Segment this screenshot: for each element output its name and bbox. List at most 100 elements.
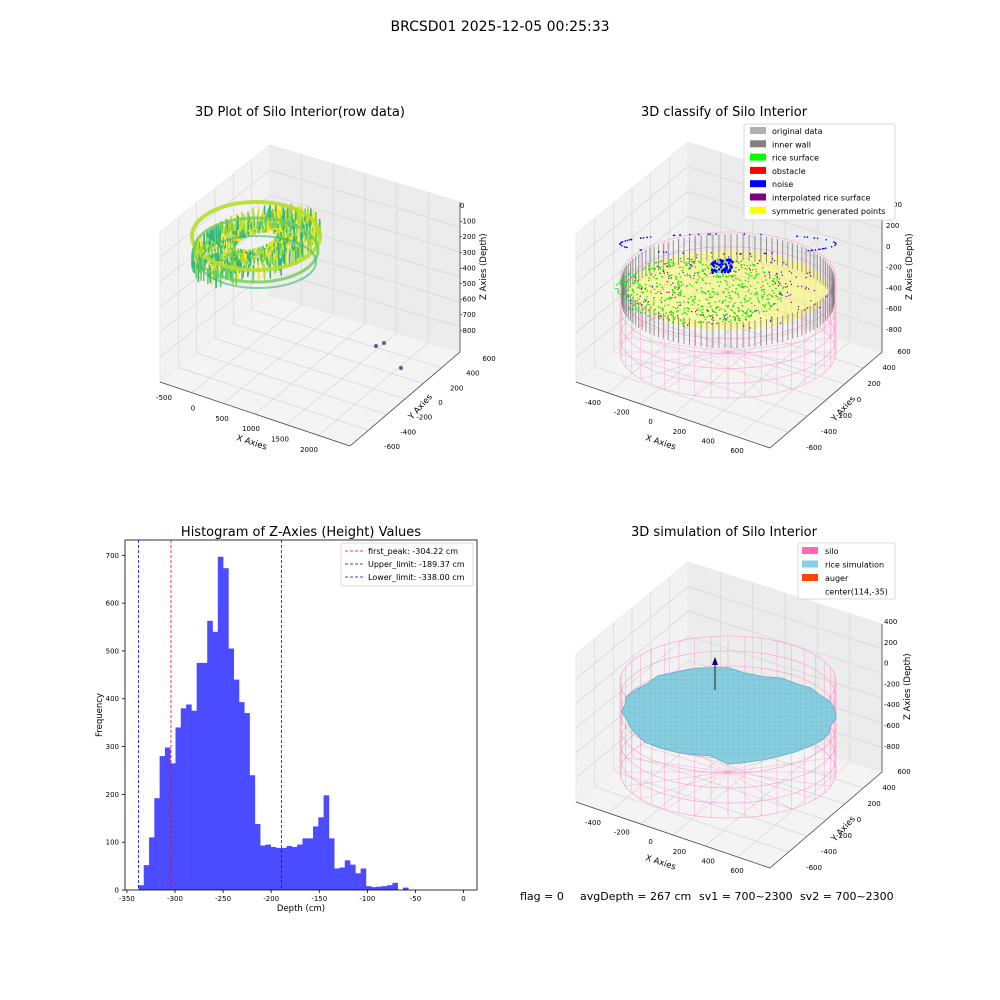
classify-z-tick-partial: 00 [893,201,902,209]
histogram-y-tick-label: 300 [106,743,119,751]
classify-edge-point [643,301,645,303]
classify-rice-point [637,281,639,283]
histogram-bar [249,775,256,890]
classify-edge-point [694,311,697,313]
classify-rice-point [691,264,693,266]
classify-rice-point [655,277,657,280]
classify-rice-point [725,276,728,278]
classify-edge-point [801,285,803,288]
raw-z-axis-label: Z Axies (Depth) [479,233,489,300]
classify-rice-point [741,310,743,312]
classify-edge-point [683,325,685,327]
raw-data-3d-panel: 3D Plot of Silo Interior(row data) -500 0… [156,105,496,454]
classify-rice-point [758,273,760,275]
classify-rice-point [627,300,630,302]
classify-rice-point [738,310,741,312]
histogram-reference-lines [138,540,282,890]
classify-legend: original data inner wall rice surface obsta… [743,123,896,221]
classify-rice-point [740,260,743,262]
classify-rice-point [768,298,770,300]
raw-x-tick: 1500 [271,436,289,444]
classify-noise-point [630,238,633,241]
classify-rice-point [645,299,648,301]
classify-rice-point [625,284,627,286]
classify-rice-point [644,312,646,314]
classify-rice-point [725,275,727,277]
x-axis-line [575,381,771,449]
classify-rice-point [740,301,742,304]
simulation-z-axis-label: Z Axies (Depth) [903,653,913,720]
classify-rice-point [681,313,684,315]
classify-rice-point [639,284,641,286]
classify-rice-point [624,285,626,287]
classify-rice-point [683,311,686,313]
classify-rice-point [697,274,699,276]
classify-rice-point [737,307,739,309]
classify-edge-point [814,303,816,305]
classify-rice-point [669,266,671,268]
classify-noise-point [727,261,731,265]
classify-rice-point [696,281,698,283]
classify-rice-point [652,299,655,301]
classify-rice-point [727,306,729,308]
classify-noise-point [725,258,729,262]
classify-rice-point [630,303,632,305]
classify-rice-point [673,291,675,293]
classify-rice-point [655,292,657,295]
classify-rice-point [729,297,732,299]
classify-silo-spoke [664,351,729,390]
classify-rice-point [744,301,746,303]
classify-rice-point [668,275,670,278]
classify-edge-point [640,287,643,289]
histogram-bar [196,662,203,890]
classify-rice-point [755,273,757,275]
classify-rice-point [637,310,639,312]
classify-edge-point [789,294,792,296]
classify-rice-point [775,287,777,290]
histogram-y-tick-label: 500 [106,647,119,655]
classify-edge-point [790,283,793,286]
classify-rice-point [750,272,752,274]
classify-rice-point [655,282,658,284]
raw-x-tick: 500 [215,415,228,423]
classify-rice-point [659,290,661,293]
classify-rice-point [768,293,771,295]
classify-rice-point [686,273,688,275]
classify-noise-point [717,268,721,271]
histogram-bar [244,713,250,890]
classify-rice-point [778,291,781,293]
classify-noise-point [727,270,730,274]
classify-rice-point [710,267,713,269]
classify-rice-point [686,275,689,277]
classify-rice-point [638,283,640,285]
simulation-z-tick: 200 [884,639,897,647]
classify-rice-point [753,277,755,279]
classify-rice-point [764,303,767,305]
classify-rice-point [747,291,750,293]
classify-noise-point [763,252,766,255]
classify-rice-point [722,314,725,316]
classify-rice-point [661,297,663,299]
classify-edge-point [805,276,807,279]
classify-rice-point [722,273,724,275]
classify-edge-point [781,274,783,276]
classify-rice-point [654,262,656,264]
classify-rice-point [728,321,730,323]
classify-rice-point [694,295,696,297]
classify-noise-point [697,233,700,236]
classify-noise-point [796,235,798,238]
classify-rice-point [644,266,646,269]
classify-rice-point [772,283,774,285]
simulation-legend-swatch [802,560,818,568]
classify-rice-point [701,313,703,315]
classify-edge-point [736,260,738,262]
histogram-bar [175,727,182,890]
classify-rice-point [627,274,630,276]
classify-rice-point [689,283,691,285]
histogram-bar [302,838,309,890]
classify-rice-point [659,266,661,269]
classify-noise-point [816,237,819,240]
classify-rice-point [738,317,740,319]
simulation-legend-label: silo [825,547,839,556]
classify-rice-point [705,298,707,300]
